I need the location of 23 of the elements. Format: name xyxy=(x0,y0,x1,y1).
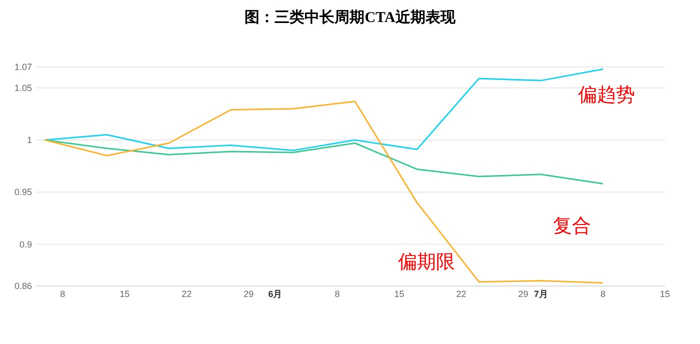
x-tick-label: 7月 xyxy=(534,289,548,299)
series-label: 偏期限 xyxy=(398,252,455,273)
x-tick-label: 15 xyxy=(394,289,404,299)
x-tick-label: 22 xyxy=(456,289,466,299)
x-tick-label: 15 xyxy=(120,289,130,299)
x-tick-label: 29 xyxy=(518,289,528,299)
x-tick-label: 6月 xyxy=(268,289,282,299)
line-series xyxy=(44,139,604,185)
x-tick-label: 15 xyxy=(660,289,670,299)
x-tick-label: 8 xyxy=(600,289,606,299)
series-label: 复合 xyxy=(552,216,591,237)
y-tick-label: 1.07 xyxy=(14,62,32,72)
series-label: 偏趋势 xyxy=(578,85,635,106)
y-tick-label: 1 xyxy=(26,135,32,145)
y-tick-label: 0.9 xyxy=(19,239,32,250)
y-tick-label: 1.05 xyxy=(14,82,32,93)
y-tick-label: 0.86 xyxy=(14,281,32,291)
x-tick-label: 29 xyxy=(244,289,254,299)
y-tick-label: 0.95 xyxy=(14,187,32,198)
x-tick-label: 8 xyxy=(60,289,66,299)
x-tick-label: 8 xyxy=(334,289,340,299)
x-tick-label: 22 xyxy=(182,289,192,299)
chart-title: 图：三类中长周期CTA近期表现 xyxy=(244,9,456,26)
